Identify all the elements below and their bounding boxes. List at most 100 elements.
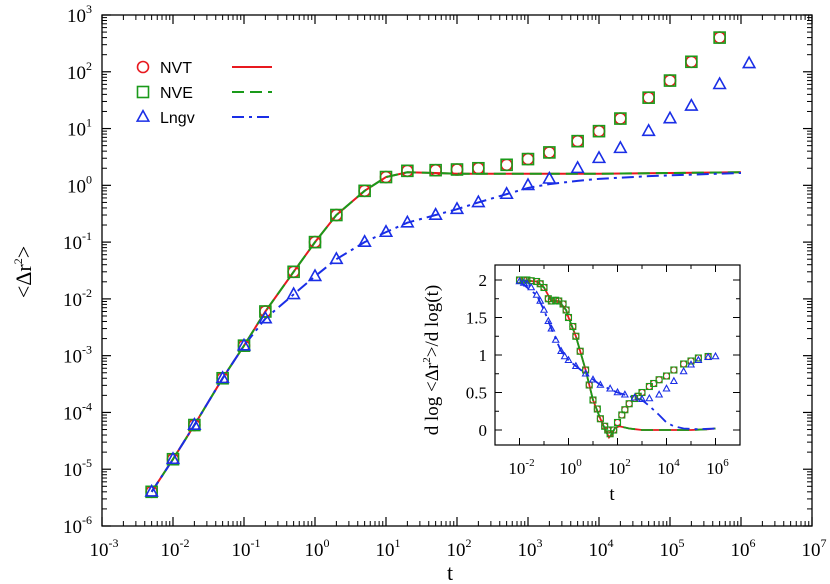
tspan: 2	[421, 357, 433, 363]
inset-x-axis-label: t	[609, 484, 615, 505]
nve-point	[259, 305, 272, 318]
y-tick-label: 10-6	[63, 513, 92, 538]
lngv-point	[655, 390, 664, 398]
x-tick-label: 104	[589, 536, 614, 561]
tspan: 10	[376, 540, 395, 561]
nvt-point	[614, 112, 627, 125]
tspan: >	[11, 246, 36, 258]
tspan: 1	[86, 116, 92, 130]
lngv-point	[606, 384, 615, 392]
tspan: 10	[67, 176, 86, 197]
legend-label: Lngv	[160, 110, 195, 127]
tspan: 10	[305, 540, 324, 561]
nve-point	[610, 426, 618, 434]
lngv-point	[258, 310, 273, 324]
nve-point	[642, 91, 655, 104]
tspan: 10	[518, 540, 537, 561]
series-lngv	[144, 55, 757, 497]
tspan: 10	[447, 540, 466, 561]
nve-point	[500, 158, 513, 172]
lngv-point	[684, 97, 699, 111]
lngv-point	[215, 370, 230, 384]
y-tick-label: 101	[67, 116, 92, 141]
x-tick-label: 10-3	[90, 536, 119, 561]
x-tick-label: 106	[731, 536, 756, 561]
lngv-point	[515, 276, 524, 285]
legend-entry-nve: NVE	[136, 85, 272, 102]
lngv-point	[570, 160, 585, 174]
y-tick-label: 10-3	[63, 343, 92, 368]
nvt-point	[713, 31, 726, 44]
nve-point	[429, 163, 442, 177]
nve-point	[379, 170, 393, 184]
lngv-point	[581, 369, 590, 377]
lngv-point	[620, 390, 629, 398]
y-tick-label: 103	[67, 2, 92, 27]
tspan: 10	[589, 540, 608, 561]
nve-point	[592, 124, 606, 138]
tspan: 10	[508, 459, 525, 478]
lngv-point	[712, 76, 727, 90]
nvt-point	[642, 91, 655, 104]
series-line-nve-line	[150, 171, 742, 493]
nve-point	[589, 396, 597, 404]
tspan: 1	[395, 536, 401, 550]
lngv-point	[613, 140, 628, 154]
lngv-point	[165, 451, 181, 465]
nvt-point	[685, 55, 698, 69]
nve-point	[614, 112, 627, 125]
y-tick-label: 100	[67, 172, 92, 197]
lngv-point	[428, 207, 443, 220]
lngv-point	[711, 351, 720, 360]
tspan: 3	[537, 536, 543, 550]
nve-point	[687, 357, 695, 365]
lngv-point	[544, 316, 553, 325]
nve-point	[670, 366, 678, 374]
tspan: -2	[82, 286, 92, 300]
nvt-point	[543, 146, 556, 159]
tspan: -3	[82, 343, 92, 357]
lngv-point	[704, 352, 713, 361]
tspan: 10	[660, 540, 679, 561]
tspan: 10	[657, 459, 674, 478]
y-tick-label: 10-4	[63, 399, 92, 424]
tspan: -2	[180, 536, 190, 550]
lngv-point	[286, 286, 301, 300]
lngv-point	[679, 366, 688, 375]
tspan: 4	[674, 457, 680, 469]
tspan: -1	[82, 229, 92, 243]
legend: NVT NVE Lngv	[135, 60, 272, 127]
nvt-point	[663, 74, 677, 87]
nvt-point	[500, 158, 513, 172]
nve-point	[521, 152, 535, 166]
lngv-point	[135, 109, 151, 122]
tspan: 10	[161, 540, 180, 561]
lngv-point	[694, 355, 703, 364]
tspan: 5	[679, 536, 685, 550]
lngv-point	[400, 214, 415, 228]
lngv-point	[329, 251, 344, 265]
nve-point	[655, 376, 663, 384]
inset-x-tick-label: 104	[657, 457, 680, 478]
lngv-point	[307, 268, 323, 282]
lngv-point	[532, 290, 541, 298]
nve-point	[650, 379, 658, 388]
y-tick-label: 10-5	[63, 456, 92, 481]
nve-point	[450, 163, 464, 176]
lngv-point	[520, 177, 536, 191]
lngv-point	[536, 296, 545, 304]
x-tick-label: 100	[305, 536, 330, 561]
nve-point	[136, 85, 150, 99]
tspan: 10	[67, 63, 86, 84]
nve-point	[685, 55, 698, 69]
nve-point	[533, 277, 541, 286]
main-chart: 10-3 10-2 10-1 100 101 102 103 104 105 106 10710-6…	[11, 2, 827, 584]
nve-point	[631, 394, 639, 403]
x-tick-label: 101	[376, 536, 401, 561]
tspan: 6	[723, 457, 729, 469]
x-tick-label: 10-1	[232, 536, 261, 561]
nvt-point	[571, 134, 584, 148]
lngv-point	[378, 224, 394, 238]
